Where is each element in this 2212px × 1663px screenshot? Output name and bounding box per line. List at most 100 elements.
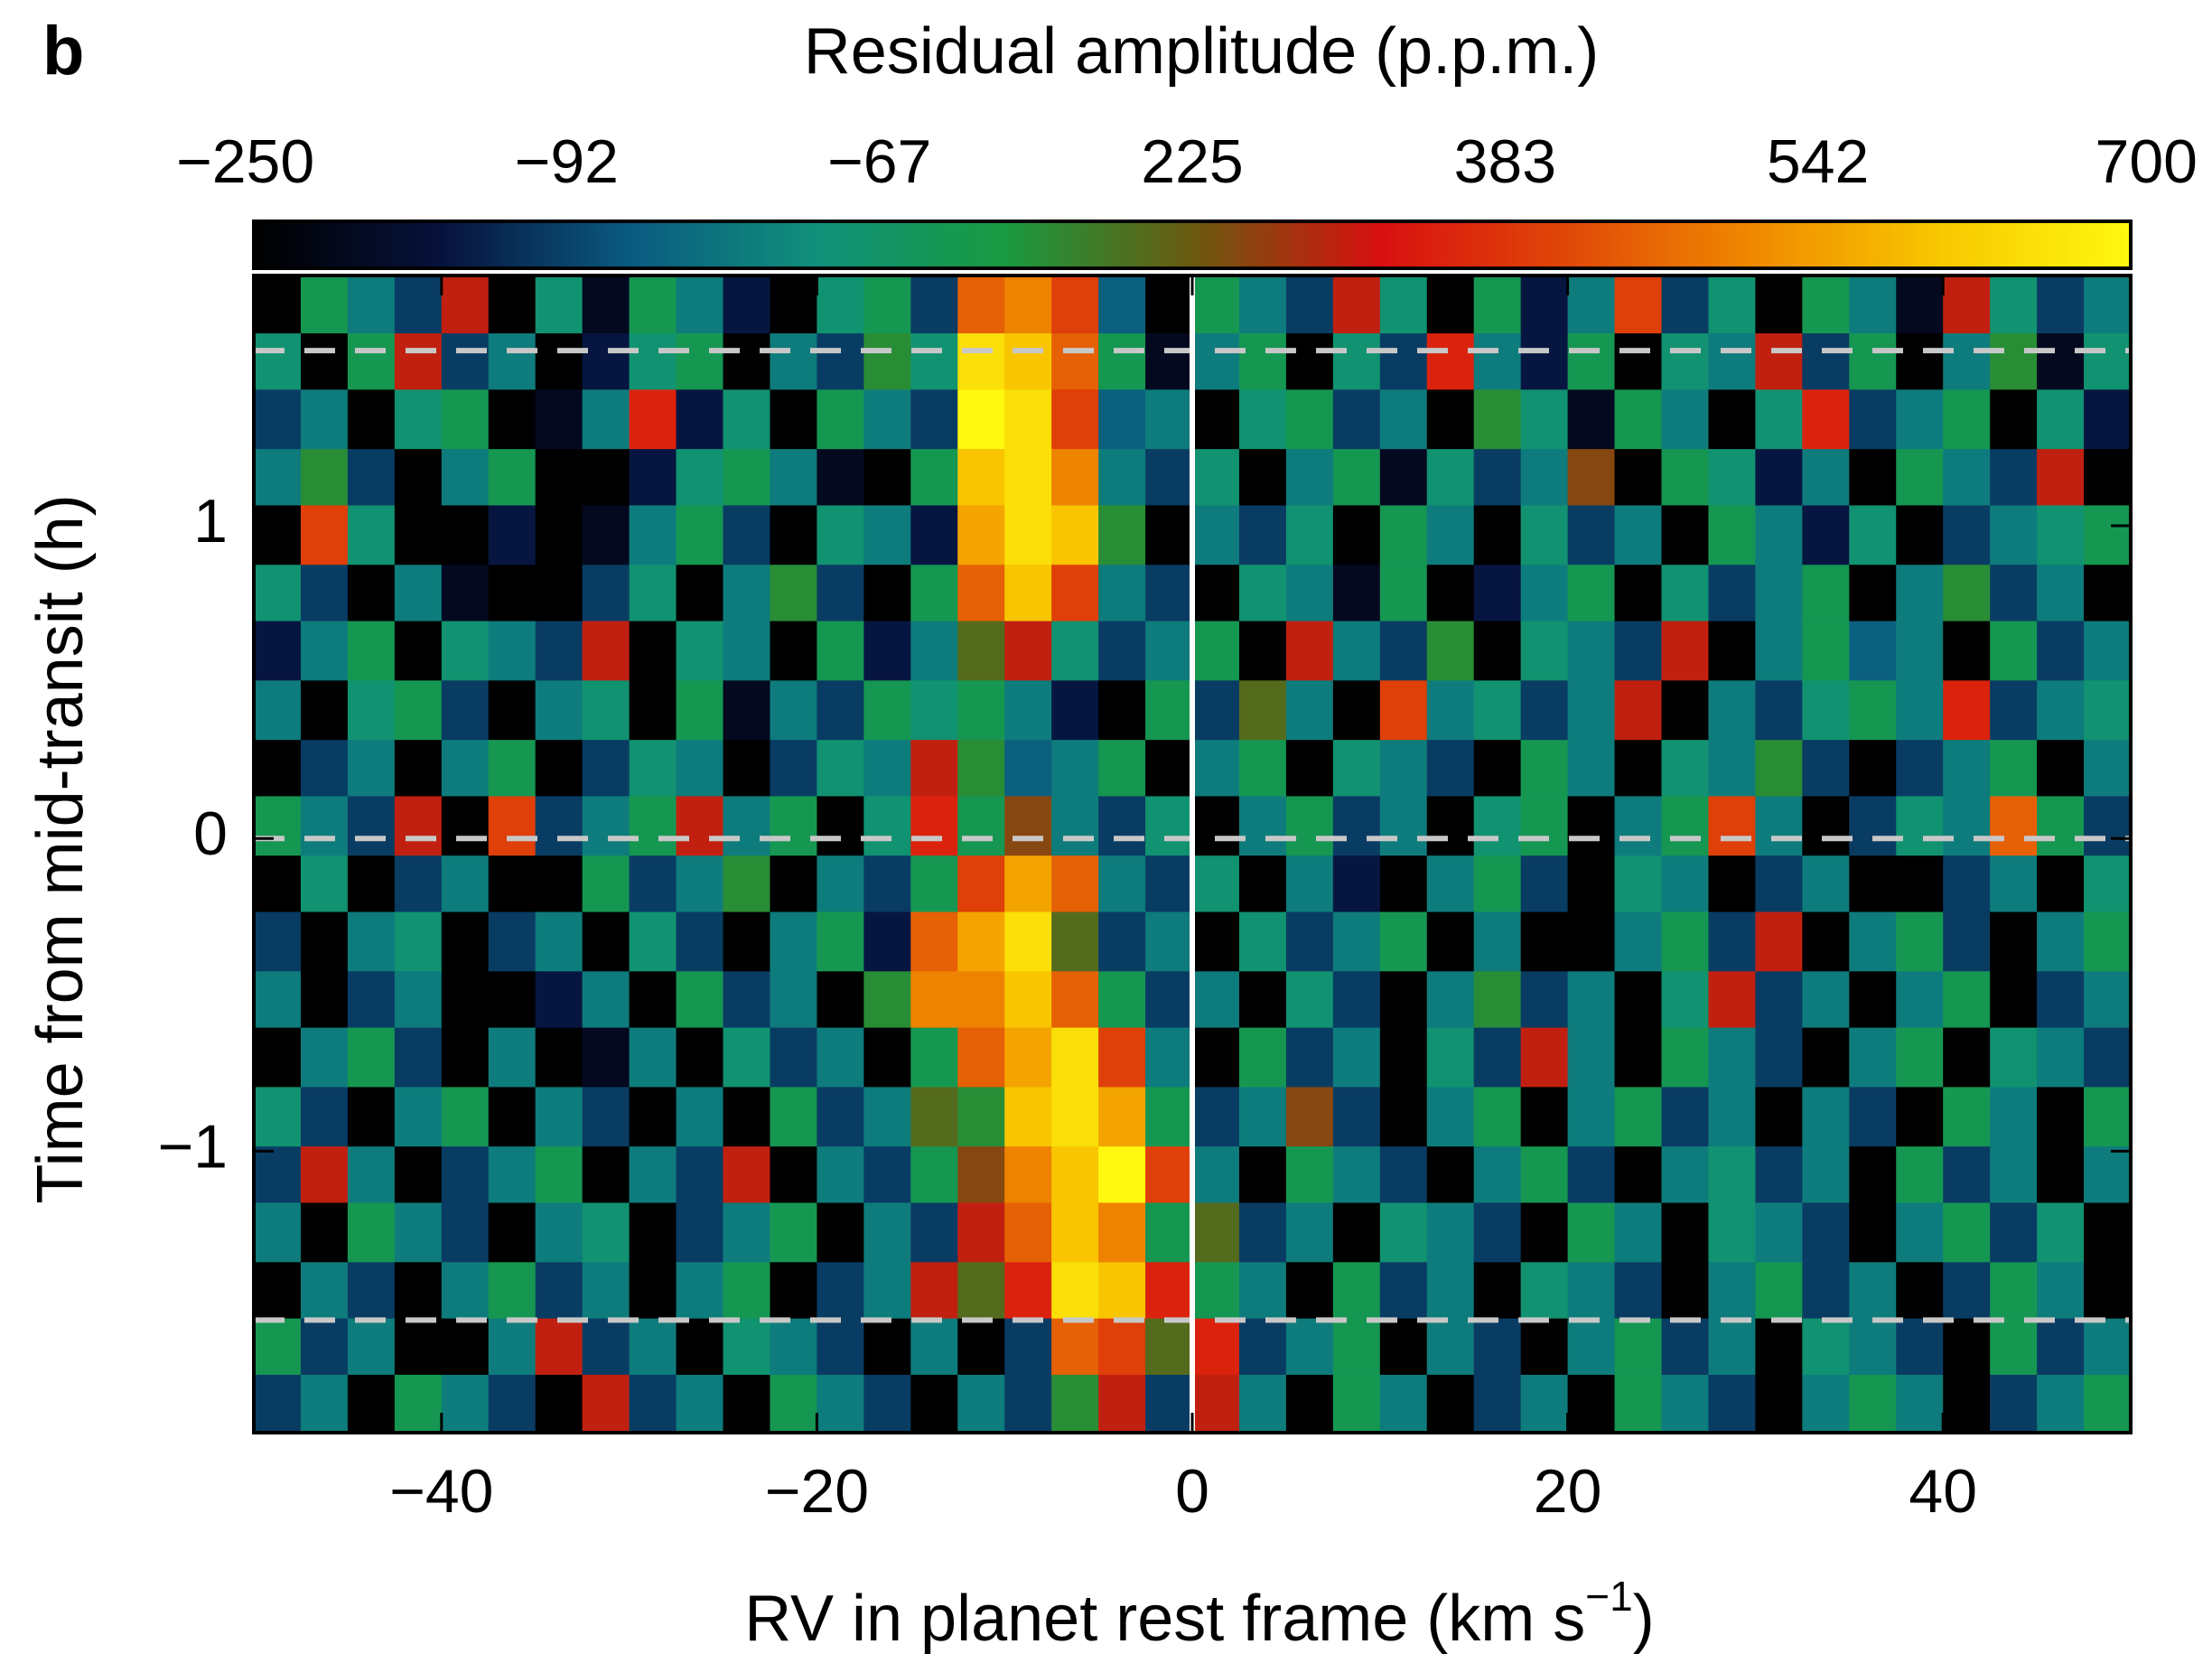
heatmap-cell (1238, 911, 1287, 972)
heatmap-cell (1238, 276, 1287, 334)
heatmap-cell (394, 1318, 443, 1379)
heatmap-cell (1990, 1202, 2038, 1263)
heatmap-cell (254, 1374, 302, 1433)
heatmap-cell (1051, 1318, 1099, 1379)
heatmap-cell (441, 1027, 490, 1088)
heatmap-cell (1849, 971, 1897, 1032)
heatmap-cell (1614, 911, 1663, 972)
heatmap-cell (1145, 449, 1193, 509)
heatmap-cell (1051, 565, 1099, 625)
heatmap-cell (1661, 740, 1710, 800)
heatmap-cell (1004, 449, 1052, 509)
heatmap-cell (1708, 680, 1756, 741)
heatmap-cell (1520, 1087, 1569, 1147)
heatmap-cell (488, 680, 537, 741)
heatmap-cell (254, 1146, 302, 1207)
heatmap-cell (1755, 449, 1803, 509)
heatmap-cell (300, 1262, 349, 1322)
heatmap-cell (1802, 911, 1850, 972)
heatmap-cell (723, 1027, 771, 1088)
heatmap-cell (1426, 276, 1475, 334)
heatmap-cell (1755, 1202, 1803, 1263)
heatmap-cell (488, 971, 537, 1032)
heatmap-cell (1661, 1262, 1710, 1322)
heatmap-cell (1896, 505, 1944, 565)
heatmap-cell (1098, 911, 1146, 972)
heatmap-cell (1285, 855, 1334, 916)
heatmap-cell (1943, 276, 1991, 334)
heatmap-cell (2084, 1202, 2131, 1263)
heatmap-cell (629, 911, 677, 972)
heatmap-cell (1708, 740, 1756, 800)
heatmap-cell (723, 449, 771, 509)
heatmap-cell (2084, 796, 2131, 856)
heatmap-cell (1943, 911, 1991, 972)
heatmap-cell (1098, 389, 1146, 450)
heatmap-cell (1661, 1087, 1710, 1147)
heatmap-cell (1473, 505, 1522, 565)
heatmap-cell (770, 855, 817, 916)
heatmap-cell (535, 505, 583, 565)
heatmap-cell (2037, 680, 2085, 741)
heatmap-cell (2037, 621, 2085, 681)
heatmap-cell (1661, 505, 1710, 565)
heatmap-cell (1708, 276, 1756, 334)
heatmap-cell (2037, 1262, 2085, 1322)
heatmap-cell (1332, 740, 1381, 800)
heatmap-cell (1145, 1318, 1193, 1379)
heatmap-cell (1567, 740, 1616, 800)
heatmap-cell (254, 740, 302, 800)
heatmap-cell (300, 1202, 349, 1263)
heatmap-cell (1943, 449, 1991, 509)
heatmap-cell (629, 333, 677, 394)
heatmap-cell (770, 680, 817, 741)
heatmap-cell (910, 1374, 958, 1433)
heatmap-cell (347, 911, 396, 972)
heatmap-cell (723, 1262, 771, 1322)
colorbar-tick-label: −92 (515, 127, 619, 196)
heatmap-cell (2084, 1087, 2131, 1147)
heatmap-cell (1332, 389, 1381, 450)
heatmap-cell (254, 1262, 302, 1322)
heatmap-cell (863, 1374, 911, 1433)
heatmap-cell (1567, 1374, 1616, 1433)
heatmap-cell (910, 505, 958, 565)
heatmap-cell (1426, 1374, 1475, 1433)
heatmap-cell (629, 449, 677, 509)
heatmap-cell (1896, 971, 1944, 1032)
heatmap-cell (1004, 971, 1052, 1032)
heatmap-cell (1661, 1146, 1710, 1207)
heatmap-cell (1004, 1318, 1052, 1379)
heatmap-cell (2084, 740, 2131, 800)
heatmap-cell (2084, 1318, 2131, 1379)
heatmap-cell (1004, 505, 1052, 565)
heatmap-cell (2037, 276, 2085, 334)
heatmap-cell (1098, 565, 1146, 625)
heatmap-cell (1051, 505, 1099, 565)
heatmap-cell (629, 855, 677, 916)
heatmap-cell (1990, 971, 2038, 1032)
heatmap-cell (629, 680, 677, 741)
heatmap-cell (910, 1202, 958, 1263)
heatmap-cell (582, 740, 630, 800)
heatmap-cell (1708, 449, 1756, 509)
heatmap-cell (1379, 740, 1428, 800)
heatmap-cell (1285, 1087, 1334, 1147)
heatmap-cell (1285, 1202, 1334, 1263)
heatmap-cell (817, 1318, 864, 1379)
colorbar-tick-label: 542 (1767, 127, 1869, 196)
heatmap-cell (1379, 680, 1428, 741)
heatmap-cell (1004, 855, 1052, 916)
heatmap-cell (1849, 1027, 1897, 1088)
heatmap-cell (1473, 1262, 1522, 1322)
heatmap-cell (1567, 565, 1616, 625)
heatmap-cell (770, 796, 817, 856)
heatmap-cell (1802, 971, 1850, 1032)
heatmap-cell (1614, 1374, 1663, 1433)
heatmap-cell (1285, 680, 1334, 741)
heatmap-cell (394, 1087, 443, 1147)
heatmap-cell (347, 1262, 396, 1322)
heatmap-cell (300, 621, 349, 681)
heatmap-cell (254, 449, 302, 509)
heatmap-cell (770, 621, 817, 681)
